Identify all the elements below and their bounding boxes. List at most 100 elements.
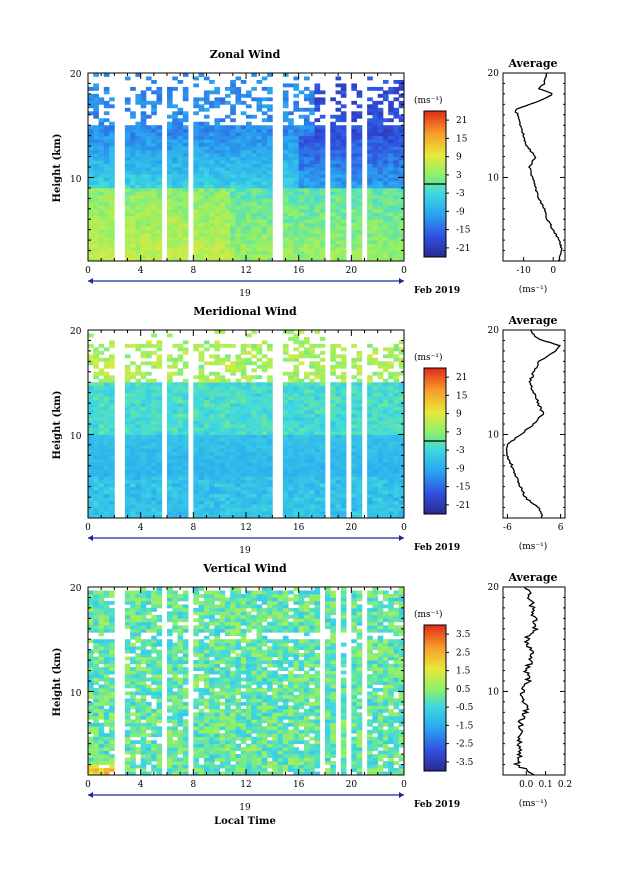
heatmap-cell (88, 396, 94, 401)
heatmap-cell (140, 254, 147, 258)
heatmap-cell (261, 389, 268, 394)
heatmap-cell (267, 212, 273, 217)
heatmap-cell (193, 240, 199, 244)
heatmap-cell (267, 118, 273, 123)
heatmap-cell (388, 233, 394, 238)
heatmap-cell (367, 243, 373, 248)
heatmap-cell (261, 504, 268, 508)
heatmap-cell (172, 86, 178, 91)
heatmap-cell (282, 441, 289, 446)
heatmap-cell (151, 361, 157, 366)
heatmap-cell (267, 180, 273, 185)
heatmap-cell (382, 476, 389, 481)
heatmap-cell (93, 403, 99, 407)
heatmap-cell (377, 93, 384, 98)
heatmap-cell (393, 229, 400, 234)
heatmap-cell (351, 511, 357, 515)
heatmap-cell (393, 212, 400, 217)
heatmap-cell (256, 132, 263, 137)
heatmap-cell (109, 142, 115, 147)
heatmap-cell (288, 236, 294, 241)
heatmap-cell (235, 76, 242, 81)
heatmap-cell (246, 511, 252, 515)
heatmap-cell (203, 149, 210, 154)
heatmap-cell (261, 135, 268, 140)
heatmap-cell (198, 458, 205, 463)
heatmap-cell (93, 465, 99, 470)
heatmap-cell (172, 476, 178, 481)
heatmap-cell (309, 139, 315, 144)
heatmap-cell (372, 240, 379, 244)
heatmap-cell (367, 76, 373, 81)
heatmap-cell (393, 191, 400, 196)
heatmap-cell (256, 226, 263, 231)
heatmap-cell (314, 451, 321, 456)
heatmap-cell (140, 194, 147, 199)
heatmap-cell (367, 427, 373, 432)
heatmap-cell (219, 229, 226, 234)
heatmap-cell (298, 132, 305, 137)
heatmap-cell (145, 371, 152, 376)
heatmap-cell (282, 437, 289, 442)
heatmap-cell (140, 208, 147, 213)
heatmap-cell (124, 139, 131, 144)
heatmap-cell (156, 476, 163, 481)
heatmap-cell (198, 368, 205, 373)
heatmap-cell (398, 187, 405, 192)
heatmap-cell (330, 132, 336, 137)
heatmap-cell (156, 427, 163, 432)
heatmap-cell (145, 229, 152, 234)
heatmap-cell (167, 514, 173, 519)
heatmap-cell (356, 441, 363, 446)
heatmap-cell (351, 83, 357, 88)
heatmap-cell (93, 222, 99, 227)
heatmap-cell (303, 240, 310, 244)
heatmap-cell (214, 173, 221, 178)
heatmap-cell (230, 451, 236, 456)
heatmap-cell (182, 128, 189, 133)
heatmap-cell (319, 184, 326, 189)
heatmap-cell (372, 437, 379, 442)
heatmap-cell (198, 236, 205, 241)
heatmap-cell (167, 497, 173, 501)
heatmap-cell (214, 86, 221, 91)
heatmap-cell (182, 198, 189, 203)
heatmap-cell (219, 139, 226, 144)
heatmap-cell (314, 406, 321, 411)
heatmap-cell (93, 483, 99, 488)
heatmap-cell (314, 403, 321, 407)
heatmap-cell (219, 100, 226, 105)
heatmap-cell (330, 247, 336, 251)
heatmap-cell (103, 417, 110, 421)
heatmap-cell (140, 389, 147, 394)
heatmap-cell (98, 392, 105, 397)
heatmap-cell (103, 389, 110, 394)
heatmap-cell (261, 354, 268, 359)
heatmap-cell (282, 212, 289, 217)
heatmap-cell (377, 257, 384, 262)
heatmap-cell (356, 170, 363, 175)
heatmap-cell (261, 187, 268, 192)
heatmap-cell (182, 173, 189, 178)
heatmap-cell (198, 180, 205, 185)
heatmap-cell (130, 208, 136, 213)
heatmap-cell (240, 167, 247, 171)
heatmap-cell (261, 340, 268, 345)
heatmap-cell (246, 357, 252, 362)
heatmap-cell (124, 364, 131, 369)
heatmap-cell (130, 504, 136, 508)
heatmap-cell (240, 149, 247, 154)
heatmap-cell (98, 476, 105, 481)
heatmap-cell (224, 417, 231, 421)
heatmap-cell (172, 180, 178, 185)
heatmap-cell (340, 357, 347, 362)
heatmap-cell (209, 187, 215, 192)
heatmap-cell (219, 507, 226, 512)
heatmap-cell (388, 497, 394, 501)
heatmap-cell (230, 392, 236, 397)
heatmap-cell (293, 198, 300, 203)
heatmap-cell (230, 167, 236, 171)
heatmap-cell (319, 500, 326, 505)
heatmap-cell (303, 441, 310, 446)
heatmap-cell (103, 490, 110, 495)
